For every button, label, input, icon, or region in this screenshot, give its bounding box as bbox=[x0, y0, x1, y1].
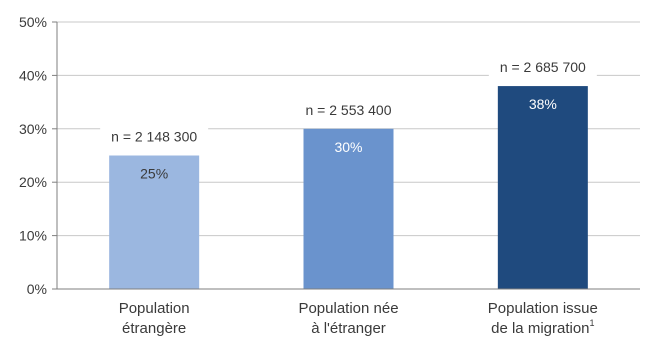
annotation-backdrop bbox=[100, 127, 209, 147]
bar bbox=[109, 155, 200, 289]
y-tick-label: 10% bbox=[19, 228, 47, 244]
bar-value-label: 25% bbox=[140, 166, 168, 182]
x-tick-label: Population née bbox=[298, 300, 398, 317]
bar-count-annotation: n = 2 553 400 bbox=[305, 102, 391, 118]
x-tick-label: étrangère bbox=[122, 320, 186, 337]
footnote-marker: 1 bbox=[590, 318, 595, 328]
x-tick-label: de la migration1 bbox=[491, 318, 594, 337]
y-tick-label: 20% bbox=[19, 174, 47, 190]
annotation-backdrop bbox=[488, 58, 597, 78]
bar-value-label: 38% bbox=[529, 96, 557, 112]
x-tick-label: Population bbox=[119, 300, 190, 317]
bars bbox=[109, 86, 588, 289]
y-axis: 0% 10% 20% 30% 40% 50% bbox=[19, 14, 58, 297]
bar bbox=[497, 86, 588, 289]
bar-count-annotation: n = 2 148 300 bbox=[111, 129, 197, 145]
annotation-backdrop bbox=[294, 100, 403, 120]
x-axis: Population étrangère Population née à l'étr… bbox=[57, 288, 640, 337]
x-tick-label: Population issue bbox=[488, 300, 598, 317]
bar-count-annotation: n = 2 685 700 bbox=[500, 59, 586, 75]
y-tick-label: 30% bbox=[19, 121, 47, 137]
bar-labels: 25% n = 2 148 300 30% n = 2 553 400 38% n = 2… bbox=[100, 58, 597, 182]
y-tick-label: 0% bbox=[27, 281, 47, 297]
bar bbox=[303, 128, 394, 289]
y-tick-label: 50% bbox=[19, 14, 47, 30]
y-tick-label: 40% bbox=[19, 67, 47, 83]
bar-value-label: 30% bbox=[334, 139, 362, 155]
x-tick-label: à l'étranger bbox=[311, 320, 386, 337]
